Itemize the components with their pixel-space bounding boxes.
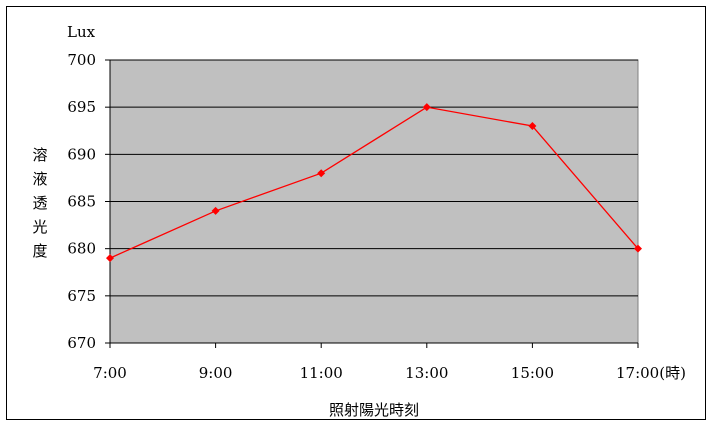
y-axis-unit: Lux <box>67 23 96 41</box>
y-tick-label: 680 <box>67 240 96 258</box>
x-tick-label: 17:00(時) <box>616 364 686 382</box>
y-axis-title-char: 度 <box>32 242 47 260</box>
y-tick-label: 700 <box>67 51 96 69</box>
x-tick-label: 7:00 <box>93 364 127 382</box>
data-point <box>211 206 220 215</box>
y-axis-title-char: 溶 <box>32 146 47 164</box>
data-point <box>317 169 326 178</box>
series-line <box>109 106 639 259</box>
y-axis-title-char: 液 <box>32 170 47 188</box>
y-tick-label: 695 <box>67 98 96 116</box>
data-point <box>634 244 642 253</box>
x-tick-label: 13:00 <box>405 364 448 382</box>
data-point <box>106 254 114 263</box>
gridlines <box>110 59 638 344</box>
data-point <box>528 122 537 131</box>
x-tick-label: 9:00 <box>199 364 233 382</box>
y-axis-title-char: 光 <box>32 218 47 236</box>
y-tick-label: 675 <box>67 287 96 305</box>
x-tick-label: 15:00 <box>511 364 554 382</box>
x-tick-label: 11:00 <box>300 364 343 382</box>
y-axis-title-char: 透 <box>32 194 47 212</box>
x-axis-title: 照射陽光時刻 <box>329 401 419 419</box>
data-point-markers <box>106 103 642 263</box>
y-tick-label: 685 <box>67 193 96 211</box>
y-axis-ticks: 670 675 680 685 690 695 700 <box>67 51 110 352</box>
data-point <box>422 103 431 112</box>
y-tick-label: 670 <box>67 334 96 352</box>
y-tick-label: 690 <box>67 145 96 163</box>
x-axis-ticks: 7:00 9:00 11:00 13:00 15:00 17:00(時) <box>93 343 686 382</box>
